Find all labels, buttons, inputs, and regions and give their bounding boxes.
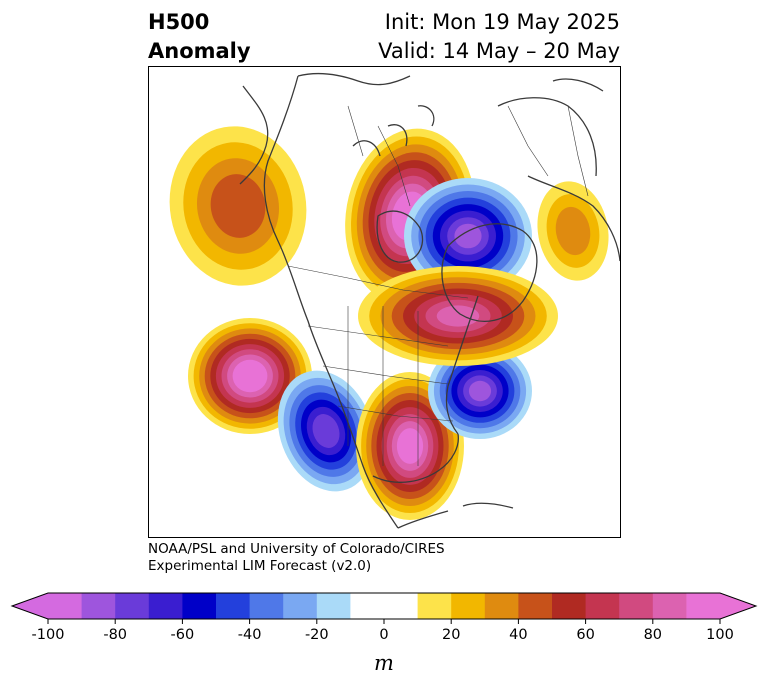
anomaly-center	[277, 370, 375, 492]
colorbar-cell	[115, 593, 150, 619]
colorbar-cell	[686, 593, 721, 619]
anomaly-contour	[210, 174, 266, 238]
colorbar-cell	[518, 593, 553, 619]
init-date: Init: Mon 19 May 2025	[384, 10, 620, 34]
colorbar-tick-label: -60	[171, 627, 195, 643]
colorbar-extend-max	[720, 593, 756, 619]
coastlines	[239, 72, 621, 529]
anomaly-center	[537, 181, 609, 281]
colorbar-tick-label: -80	[103, 627, 127, 643]
colorbar-cell	[619, 593, 654, 619]
map-title: H500 Anomaly	[148, 8, 251, 66]
colorbar-cell	[417, 593, 452, 619]
colorbar-tick-label: 100	[706, 627, 734, 643]
title-variable: H500	[148, 10, 210, 34]
colorbar-cell	[350, 593, 385, 619]
colorbar-cell	[484, 593, 519, 619]
colorbar: -100 -80 -60 -40 -20 0 20 40 60 80 100 m	[10, 592, 758, 675]
anomaly-contour	[312, 414, 340, 448]
anomaly-contour	[454, 223, 482, 249]
anomaly-contour	[396, 428, 424, 464]
colorbar-extend-min	[12, 593, 48, 619]
colorbar-cell	[81, 593, 116, 619]
colorbar-cell	[585, 593, 620, 619]
colorbar-tick-label: 0	[379, 627, 388, 643]
colorbar-tick-label: -40	[238, 627, 262, 643]
map-frame	[148, 66, 621, 538]
colorbar-cells	[10, 592, 758, 620]
colorbar-cell	[148, 593, 183, 619]
colorbar-tick-label: 20	[442, 627, 460, 643]
credit: NOAA/PSL and University of Colorado/CIRE…	[148, 541, 445, 575]
credit-line-1: NOAA/PSL and University of Colorado/CIRE…	[148, 541, 445, 557]
colorbar-cell	[249, 593, 284, 619]
colorbar-cell	[652, 593, 687, 619]
credit-line-2: Experimental LIM Forecast (v2.0)	[148, 558, 372, 574]
map-dates: Init: Mon 19 May 2025 Valid: 14 May – 20…	[378, 8, 620, 66]
borders	[287, 105, 589, 466]
colorbar-tick-label: 80	[644, 627, 662, 643]
colorbar-cell	[552, 593, 587, 619]
colorbar-cell	[48, 593, 83, 619]
anomaly-contour	[555, 206, 591, 256]
anomaly-field	[169, 126, 609, 520]
anomaly-contour	[238, 365, 262, 387]
anomaly-map	[148, 66, 621, 538]
colorbar-cell	[384, 593, 419, 619]
colorbar-cell	[283, 593, 318, 619]
colorbar-tick-label: 60	[576, 627, 594, 643]
colorbar-tick-label: 40	[509, 627, 527, 643]
valid-range: Valid: 14 May – 20 May	[378, 39, 620, 63]
colorbar-ticks: -100 -80 -60 -40 -20 0 20 40 60 80 100	[32, 619, 734, 643]
colorbar-cell	[216, 593, 251, 619]
anomaly-contour	[436, 305, 480, 327]
anomaly-center	[358, 266, 558, 366]
colorbar-unit: m	[374, 651, 394, 675]
colorbar-tick-label: -20	[305, 627, 329, 643]
anomaly-contour	[468, 380, 492, 402]
colorbar-cell	[451, 593, 486, 619]
colorbar-tick-label: -100	[32, 627, 65, 643]
title-type: Anomaly	[148, 39, 251, 63]
colorbar-cell	[182, 593, 217, 619]
colorbar-cell	[316, 593, 351, 619]
